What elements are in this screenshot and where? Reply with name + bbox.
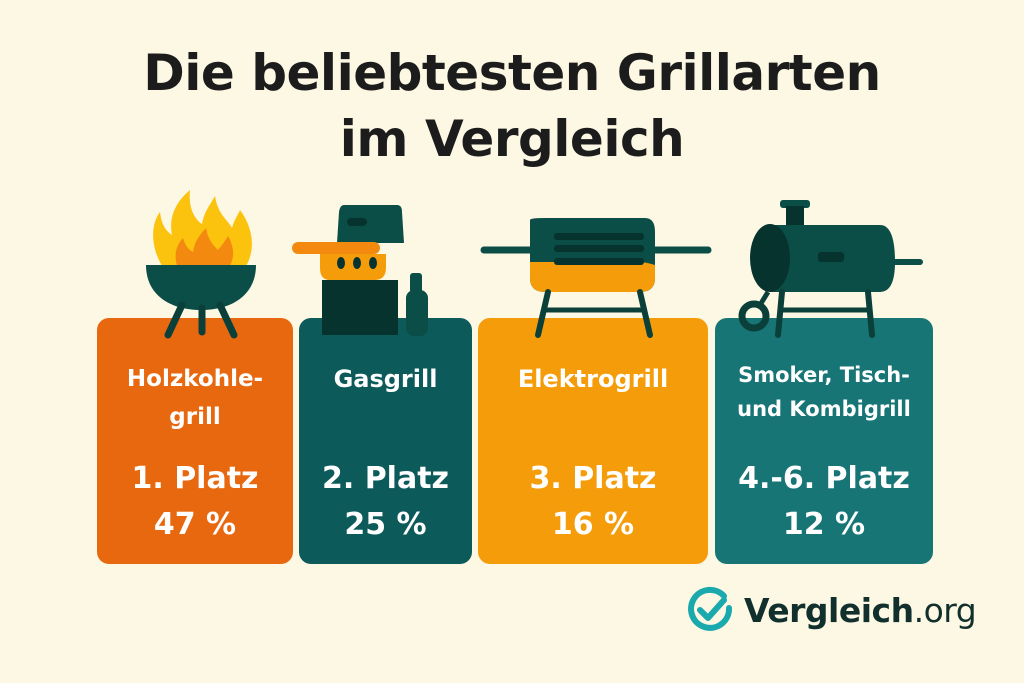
card-percent: 25 % (344, 507, 427, 542)
card-holzkohlegrill: Holzkohle-grill 1. Platz 47 % (97, 318, 293, 564)
card-rank: 3. Platz (529, 461, 657, 496)
charcoal-grill-icon (146, 190, 256, 339)
card-rank: 4.-6. Platz (738, 461, 910, 496)
card-name: Holzkohle-grill (126, 366, 264, 430)
card-smoker-tisch-kombigrill: Smoker, Tisch-und Kombigrill 4.-6. Platz… (715, 318, 933, 564)
card-elektrogrill: Elektrogrill 3. Platz 16 % (478, 318, 708, 564)
card-percent: 16 % (551, 507, 635, 542)
checkmark-circle-icon (688, 586, 733, 631)
gas-grill-icon (292, 205, 428, 336)
card-rank: 2. Platz (321, 461, 450, 496)
electric-grill-icon (480, 218, 712, 338)
smoker-icon (738, 200, 923, 338)
page-title: Die beliebtesten Grillarten im Vergleich (0, 40, 1024, 172)
card-name: Elektrogrill (517, 365, 669, 393)
card-gasgrill: Gasgrill 2. Platz 25 % (299, 318, 472, 564)
card-name: Gasgrill (333, 365, 438, 393)
title-line-1: Die beliebtesten Grillarten (143, 44, 881, 102)
logo-text: Vergleich.org (744, 590, 977, 630)
card-name: Smoker, Tisch-und Kombigrill (737, 363, 911, 421)
title-line-2: im Vergleich (339, 110, 685, 168)
card-percent: 47 % (153, 507, 237, 542)
vergleich-org-logo: Vergleich.org (686, 586, 977, 634)
card-rank: 1. Platz (131, 461, 259, 496)
card-percent: 12 % (782, 507, 866, 542)
